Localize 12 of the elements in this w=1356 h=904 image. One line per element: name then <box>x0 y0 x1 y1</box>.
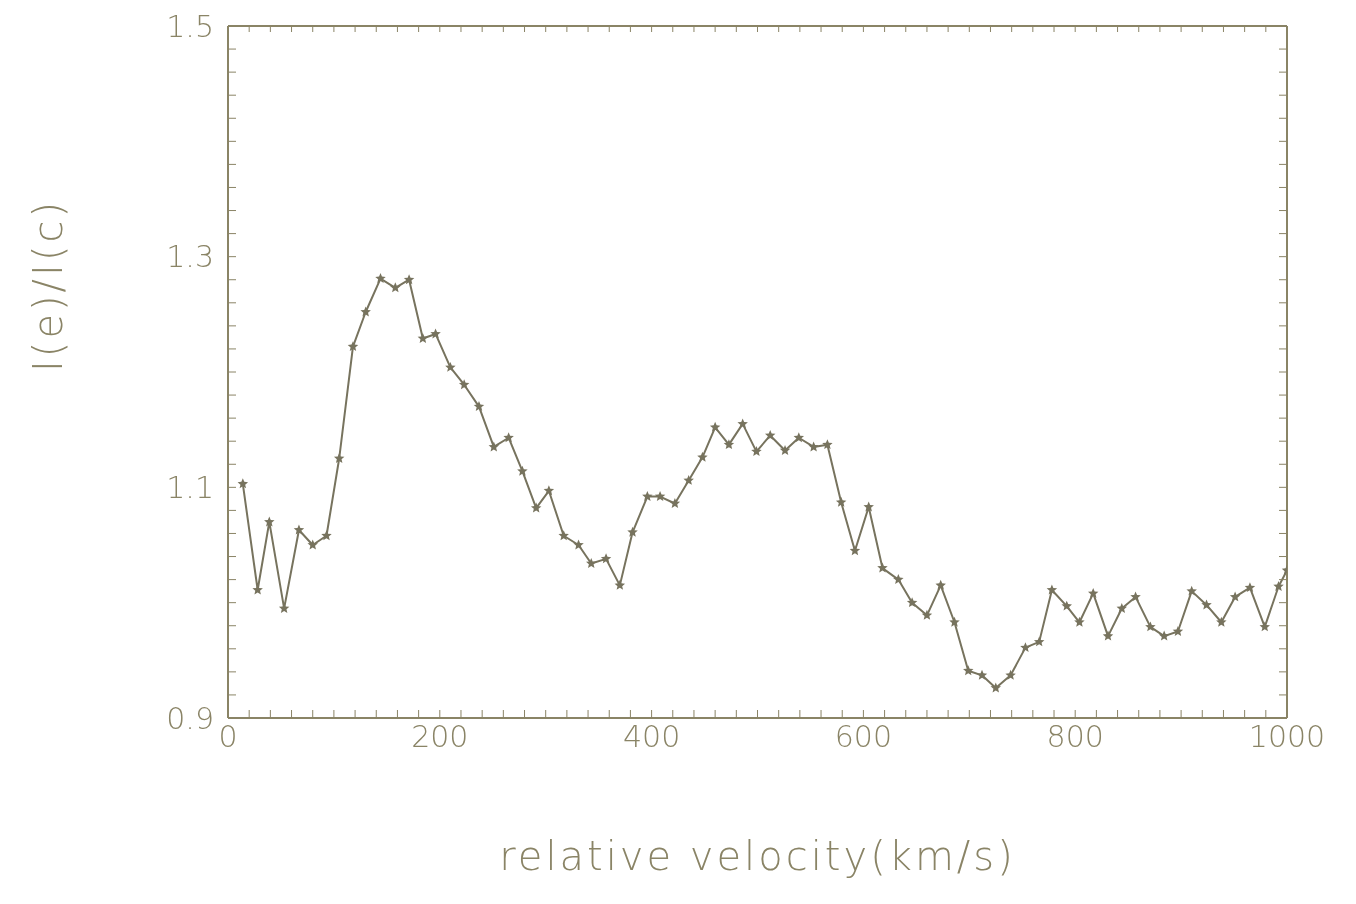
y-tick-label: 1.5 <box>166 8 214 44</box>
x-tick-label: 400 <box>622 719 681 755</box>
y-tick-label: 1.3 <box>166 239 214 275</box>
x-tick-label: 0 <box>218 719 238 755</box>
x-tick-label: 800 <box>1046 719 1104 755</box>
x-tick-label: 1000 <box>1248 719 1326 755</box>
y-tick-label: 0.9 <box>166 700 214 736</box>
x-tick-label: 200 <box>411 719 469 755</box>
x-tick-label: 600 <box>834 719 893 755</box>
y-axis-title: I(e)/I(c) <box>25 198 72 372</box>
y-tick-label: 1.1 <box>166 469 214 505</box>
x-axis-title: relative velocity(km/s) <box>499 833 1016 879</box>
